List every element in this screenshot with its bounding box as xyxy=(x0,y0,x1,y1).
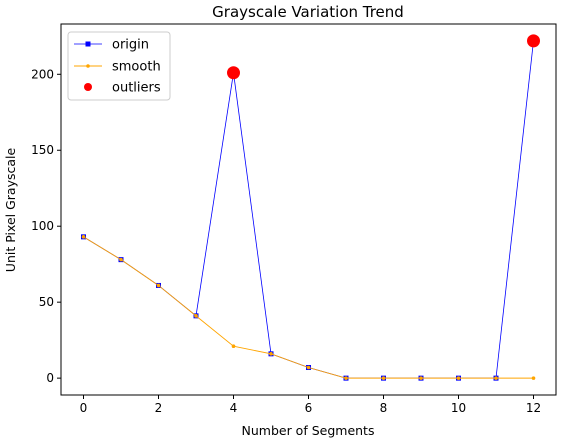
x-axis-label: Number of Segments xyxy=(242,423,375,438)
x-tick-label: 12 xyxy=(526,401,541,415)
legend-label-outliers: outliers xyxy=(112,81,161,96)
y-axis-label: Unit Pixel Grayscale xyxy=(3,147,18,272)
point-smooth xyxy=(194,314,198,318)
x-tick-label: 6 xyxy=(305,401,313,415)
point-smooth xyxy=(344,376,348,380)
point-smooth xyxy=(81,235,86,239)
legend-label-smooth: smooth xyxy=(112,60,161,75)
legend: origin smooth outliers xyxy=(67,31,171,101)
legend-swatch-smooth-marker xyxy=(86,64,90,68)
point-smooth xyxy=(231,344,236,349)
point-smooth xyxy=(419,376,423,380)
point-smooth xyxy=(494,376,498,380)
series-line-smooth xyxy=(83,236,534,379)
legend-label-origin: origin xyxy=(112,38,149,53)
point-outlier xyxy=(527,34,540,48)
y-tick-label: 100 xyxy=(31,219,54,233)
point-outlier xyxy=(227,66,240,80)
y-axis: 0 50 100 150 200 xyxy=(31,67,61,385)
series-layer xyxy=(81,34,540,381)
y-tick-label: 200 xyxy=(31,67,54,81)
x-axis: 0 2 4 6 8 10 12 xyxy=(80,395,541,415)
x-tick-label: 4 xyxy=(230,401,238,415)
y-tick-label: 150 xyxy=(31,143,54,157)
x-tick-label: 10 xyxy=(451,401,466,415)
point-smooth xyxy=(381,376,386,380)
legend-box xyxy=(67,31,171,101)
legend-swatch-outliers xyxy=(84,83,92,91)
chart-title: Grayscale Variation Trend xyxy=(212,3,404,21)
y-tick-label: 50 xyxy=(39,295,54,309)
y-tick-label: 0 xyxy=(46,371,54,385)
point-smooth xyxy=(156,283,161,288)
x-tick-label: 0 xyxy=(80,401,88,415)
point-smooth xyxy=(306,365,311,370)
plot-frame xyxy=(60,23,557,396)
x-tick-label: 2 xyxy=(155,401,163,415)
point-smooth xyxy=(269,352,273,356)
point-smooth xyxy=(119,257,123,262)
point-smooth xyxy=(456,376,461,380)
x-tick-label: 8 xyxy=(380,401,388,415)
point-smooth xyxy=(531,376,536,380)
legend-swatch-origin-marker xyxy=(85,41,91,47)
